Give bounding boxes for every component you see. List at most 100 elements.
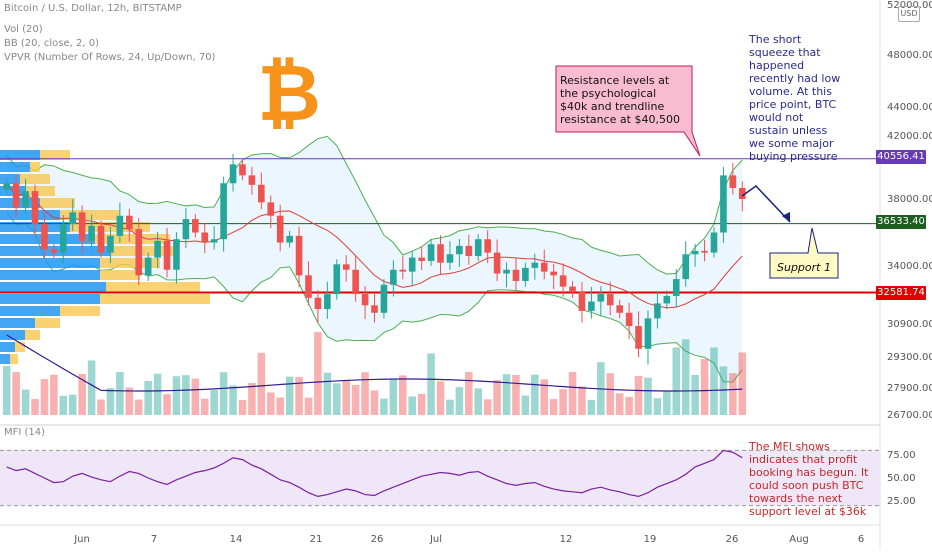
candle xyxy=(144,252,152,281)
candle xyxy=(493,239,501,282)
vpvr-indicator-label[interactable]: VPVR (Number Of Rows, 24, Up/Down, 70) xyxy=(4,52,216,63)
candle xyxy=(126,208,133,242)
volume-bar xyxy=(200,398,209,415)
mfi-tick-label: 50.00 xyxy=(887,473,916,484)
price-tick-label: 30900.00 xyxy=(887,319,932,330)
candle-body xyxy=(286,235,293,243)
vpvr-down-row xyxy=(20,174,50,184)
candle xyxy=(710,227,718,258)
vpvr-up-row xyxy=(0,306,60,316)
vpvr-down-row xyxy=(30,162,40,172)
candle-body xyxy=(78,212,86,241)
candle xyxy=(474,234,482,261)
time-tick-label: 14 xyxy=(230,534,243,545)
candle xyxy=(3,178,11,195)
candle-body xyxy=(220,183,227,240)
volume-bar xyxy=(153,373,162,415)
candle xyxy=(12,174,20,218)
volume-bar xyxy=(78,373,86,415)
candle-body xyxy=(41,224,48,250)
candle xyxy=(324,281,331,319)
candle-body xyxy=(371,305,378,313)
volume-bar xyxy=(68,394,77,415)
mfi-indicator-label[interactable]: MFI (14) xyxy=(4,427,46,438)
volume-bar xyxy=(248,382,256,415)
candle-body xyxy=(616,305,623,313)
candle xyxy=(446,241,454,270)
resistance-price-label: 40556.41 xyxy=(876,150,926,164)
currency-badge[interactable]: USD xyxy=(898,6,920,22)
volume-bar xyxy=(738,352,747,415)
candle xyxy=(229,153,237,192)
volume-bar xyxy=(295,376,303,415)
price-tick-label: 29300.00 xyxy=(887,352,932,363)
candle-body xyxy=(672,279,680,296)
bb-fill xyxy=(6,136,743,382)
volume-bar xyxy=(125,387,134,415)
volume-bar xyxy=(427,353,435,415)
candle xyxy=(192,214,199,238)
candle-body xyxy=(107,235,114,253)
candle-body xyxy=(12,183,20,208)
candle xyxy=(437,235,444,275)
volume-bar xyxy=(719,366,728,415)
vpvr-down-row xyxy=(106,282,200,292)
candle-body xyxy=(352,269,359,295)
key-support-price-label: 32581.74 xyxy=(876,286,926,300)
candle-body xyxy=(493,252,501,274)
volume-bar xyxy=(455,387,464,415)
candle-body xyxy=(295,235,303,276)
candle-body xyxy=(59,224,67,253)
projection-arrow xyxy=(741,185,791,223)
vpvr-down-row xyxy=(40,198,75,208)
candle xyxy=(578,282,586,323)
candle-body xyxy=(248,175,256,185)
volume-bar xyxy=(50,374,58,415)
volume-bar xyxy=(446,399,454,415)
vol-indicator-label[interactable]: Vol (20) xyxy=(4,24,43,35)
volume-bar xyxy=(710,347,718,415)
symbol-title: Bitcoin / U.S. Dollar, 12h, BITSTAMP xyxy=(4,3,182,14)
candle xyxy=(135,218,143,286)
bb-indicator-label[interactable]: BB (20, close, 2, 0) xyxy=(4,38,99,49)
candle-body xyxy=(522,267,529,281)
volume-bar xyxy=(257,352,266,415)
vpvr-up-row xyxy=(0,150,40,160)
candle-body xyxy=(503,269,510,274)
candle xyxy=(503,262,510,288)
candle xyxy=(22,178,29,215)
mfi-tick-label: 75.00 xyxy=(887,450,916,461)
candle xyxy=(729,163,737,195)
candle-body xyxy=(606,294,614,306)
candle xyxy=(59,215,67,264)
candle xyxy=(701,239,708,262)
volume-bar xyxy=(729,373,737,415)
volume-bar xyxy=(323,372,332,415)
time-tick-label: 7 xyxy=(151,534,157,545)
candle xyxy=(88,214,95,250)
volume-bar xyxy=(512,374,520,415)
volume-bar xyxy=(106,388,115,415)
price-tick-label: 42000.00 xyxy=(887,131,932,142)
time-tick-label: Jun xyxy=(73,534,90,545)
vpvr-down-row xyxy=(25,330,40,340)
candle xyxy=(286,230,293,248)
candle xyxy=(550,263,557,290)
candle-body xyxy=(97,225,105,253)
mfi-tick-label: 25.00 xyxy=(887,496,916,507)
candle-body xyxy=(324,294,331,310)
vpvr-down-row xyxy=(95,234,170,244)
volume-bar xyxy=(380,398,388,415)
candle xyxy=(201,223,209,254)
candle xyxy=(720,166,727,244)
resistance-annotation: Resistance levels at the psychological $… xyxy=(560,74,680,126)
time-tick-label: 6 xyxy=(858,534,864,545)
volume-bar xyxy=(219,372,228,415)
candle-body xyxy=(31,191,39,225)
volume-bar xyxy=(210,390,218,415)
candle xyxy=(371,292,378,323)
candle xyxy=(522,262,529,287)
vpvr-up-row xyxy=(0,198,40,208)
